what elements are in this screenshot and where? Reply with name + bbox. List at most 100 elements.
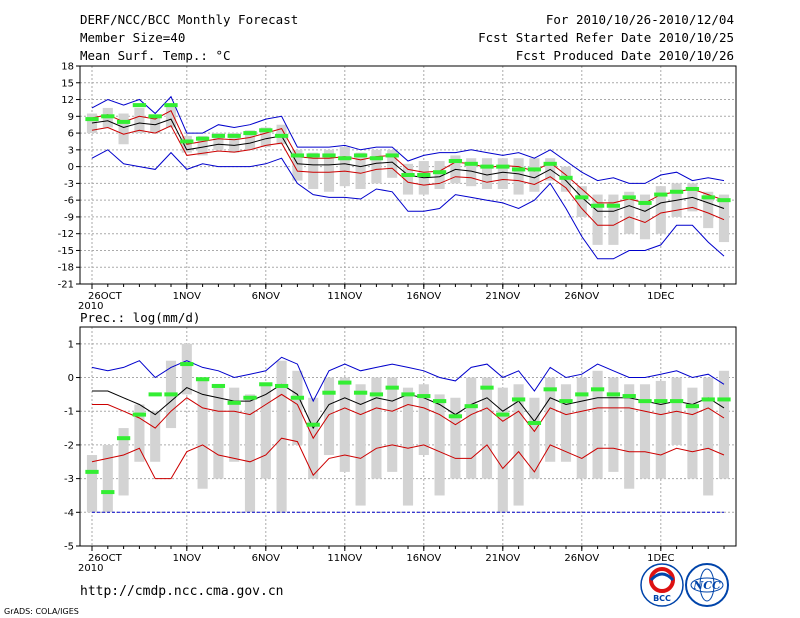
x-tick-label: 6NOV	[252, 553, 281, 564]
median-marker	[432, 399, 447, 404]
y-tick-label: -4	[64, 508, 74, 519]
median-marker	[448, 414, 463, 419]
median-marker	[527, 421, 542, 426]
x-tick-label: 26OCT	[88, 291, 123, 302]
spread-box	[481, 377, 493, 479]
median-marker	[669, 399, 684, 404]
median-marker	[369, 392, 384, 397]
spread-box	[513, 158, 524, 195]
x-tick-label: 21NOV	[485, 553, 520, 564]
median-marker	[243, 395, 257, 400]
source-url[interactable]: http://cmdp.ncc.cma.gov.cn	[80, 584, 284, 599]
x-tick-label: 1DEC	[647, 291, 674, 302]
median-marker	[306, 422, 320, 427]
median-marker	[85, 117, 99, 122]
median-marker	[559, 399, 573, 404]
y-tick-label: 0	[68, 162, 74, 173]
median-marker	[654, 192, 668, 197]
spread-box	[134, 404, 145, 462]
median-marker	[148, 114, 162, 119]
x-tick-label: 26NOV	[564, 553, 599, 564]
median-marker	[701, 397, 715, 402]
spread-box	[260, 384, 271, 479]
median-marker	[417, 173, 431, 177]
spread-box	[292, 370, 303, 445]
median-marker	[211, 383, 226, 388]
x-year-label: 2010	[78, 563, 103, 574]
spread-box	[371, 149, 382, 184]
temperature-x-ticks: 26OCT 1NOV 6NOV 11NOV 16NOV 21NOV 26NOV 1DEC 201…	[78, 284, 725, 312]
median-marker	[701, 195, 715, 200]
median-marker	[338, 156, 352, 161]
blue-lower-line	[91, 149, 725, 260]
y-tick-label: 18	[61, 62, 74, 73]
spread-box	[703, 377, 714, 496]
median-marker	[480, 385, 494, 390]
median-marker	[511, 167, 526, 172]
ncc-logo-orbit-icon	[690, 577, 724, 593]
spread-box	[450, 397, 461, 479]
median-marker	[259, 128, 273, 133]
precipitation-medians	[85, 362, 731, 495]
spread-box	[339, 377, 350, 472]
median-marker	[685, 186, 700, 191]
median-marker	[717, 198, 731, 203]
spread-box	[323, 377, 335, 456]
spread-box	[497, 158, 508, 189]
x-year-label: 2010	[78, 301, 103, 312]
spread-box	[703, 191, 714, 229]
median-marker	[322, 390, 336, 395]
x-tick-label: 11NOV	[327, 291, 362, 302]
temperature-medians	[85, 103, 731, 208]
spread-box	[608, 194, 619, 245]
x-tick-label: 1NOV	[173, 553, 202, 564]
median-marker	[85, 469, 99, 474]
spread-box	[371, 377, 382, 479]
median-marker	[575, 392, 589, 397]
spread-box	[150, 411, 161, 462]
spread-box	[276, 360, 287, 513]
precipitation-x-ticks: 26OCT 1NOV 6NOV 11NOV 16NOV 21NOV 26NOV 1DEC 201…	[78, 546, 725, 574]
median-marker	[338, 380, 352, 385]
spread-box	[624, 384, 635, 489]
bcc-logo: BCC	[640, 563, 684, 607]
y-tick-label: 9	[68, 112, 74, 123]
spread-box	[402, 387, 414, 506]
spread-box	[387, 377, 398, 472]
red-upper-line	[92, 393, 725, 440]
precipitation-y-ticks: 1 0 -1 -2 -3 -4 -5	[64, 339, 80, 553]
median-marker	[116, 436, 131, 441]
median-marker	[227, 400, 241, 405]
spread-box	[592, 370, 603, 479]
precipitation-boxes	[86, 343, 730, 513]
median-marker	[606, 392, 621, 397]
median-marker	[480, 164, 494, 169]
median-marker	[180, 362, 194, 367]
median-marker	[638, 399, 652, 404]
median-marker	[527, 167, 542, 172]
spread-box	[418, 384, 429, 456]
median-marker	[195, 136, 210, 141]
median-marker	[385, 385, 399, 390]
forecast-range: For 2010/10/26-2010/12/04	[546, 12, 734, 27]
median-marker	[448, 159, 463, 164]
grads-credit: GrADS: COLA/IGES	[4, 607, 79, 616]
spread-box	[197, 377, 208, 489]
median-marker	[353, 390, 368, 395]
median-marker	[148, 392, 162, 397]
spread-box	[213, 384, 224, 479]
y-tick-label: 3	[68, 145, 74, 156]
spread-box	[434, 394, 445, 496]
median-marker	[401, 392, 415, 397]
spread-box	[513, 384, 524, 506]
temperature-y-ticks: 18 15 12 9 6 3 0 -3 -6 -9 -12 -15 -18 -21	[58, 62, 80, 291]
spread-box	[355, 152, 366, 189]
spread-box	[639, 384, 651, 479]
median-marker	[606, 203, 621, 208]
median-marker	[116, 119, 131, 124]
chart-title: DERF/NCC/BCC Monthly Forecast	[80, 12, 298, 27]
precipitation-panel: 1 0 -1 -2 -3 -4 -5 26OCT 1NOV 6NOV 11NOV 16NOV 21NO…	[64, 326, 737, 574]
y-tick-label: -9	[64, 212, 74, 223]
x-tick-label: 26NOV	[564, 291, 599, 302]
bcc-logo-arc-icon	[649, 572, 675, 582]
